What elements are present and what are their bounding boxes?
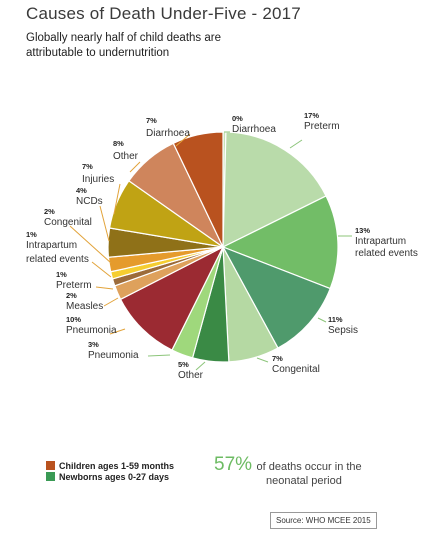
data-label-name-child-pneumonia: Pneumonia xyxy=(66,325,117,336)
neonatal-percentage: 57% xyxy=(214,454,253,475)
pie-slice-newborn-preterm xyxy=(222,131,327,248)
data-label-name-cont-child-intrapartum-related-events: related events xyxy=(26,254,89,265)
data-label-pct-child-intrapartum-related-events: 1% xyxy=(26,230,37,239)
legend: Children ages 1-59 months Newborns ages … xyxy=(46,460,174,482)
data-label-name-child-ncds: NCDs xyxy=(76,196,103,207)
leader-line-child-pneumonia xyxy=(109,328,126,335)
data-label-pct-newborn-intrapartum-related-events: 13% xyxy=(355,226,370,235)
data-label-name-newborn-pneumonia: Pneumonia xyxy=(88,350,139,361)
data-label-pct-newborn-sepsis: 11% xyxy=(328,315,343,324)
neonatal-callout: 57% of deaths occur in the xyxy=(214,454,394,476)
data-label-pct-child-pneumonia: 10% xyxy=(66,315,81,324)
legend-label-newborns: Newborns ages 0-27 days xyxy=(59,471,170,482)
data-label-name-child-intrapartum-related-events: Intrapartum xyxy=(26,240,77,251)
data-label-pct-child-injuries: 7% xyxy=(82,162,93,171)
legend-swatch-children xyxy=(46,461,55,470)
legend-swatch-newborns xyxy=(46,472,55,481)
data-label-name-child-measles: Measles xyxy=(66,301,103,312)
data-label-pct-child-congenital: 2% xyxy=(44,207,55,216)
legend-item-children: Children ages 1-59 months xyxy=(46,460,174,471)
leader-line-child-preterm xyxy=(95,286,114,290)
leader-line-child-diarrhoea xyxy=(175,133,191,147)
chart-subtitle: Globally nearly half of child deaths are… xyxy=(26,32,221,59)
leader-line-child-other xyxy=(129,161,141,173)
data-label-pct-newborn-diarrhoea: 0% xyxy=(232,114,243,123)
data-label-name-newborn-congenital: Congenital xyxy=(272,364,320,375)
data-label-name-newborn-preterm: Preterm xyxy=(304,121,340,132)
leader-line-child-injuries xyxy=(113,183,121,215)
data-label-name-newborn-intrapartum-related-events: Intrapartum xyxy=(355,236,406,247)
data-label-pct-newborn-other: 5% xyxy=(178,360,189,369)
leader-line-newborn-congenital xyxy=(256,357,269,363)
data-label-pct-child-other: 8% xyxy=(113,139,124,148)
leader-line-child-congenital xyxy=(69,225,112,264)
pie-slice-child-pneumonia xyxy=(119,245,225,351)
data-label-pct-newborn-congenital: 7% xyxy=(272,354,283,363)
data-label-pct-child-diarrhoea: 7% xyxy=(146,116,157,125)
data-label-name-child-preterm: Preterm xyxy=(56,280,92,291)
data-label-name-child-injuries: Injuries xyxy=(82,174,114,185)
leader-line-newborn-preterm xyxy=(289,139,303,149)
neonatal-text-line1: of deaths occur in the xyxy=(256,461,362,473)
leader-line-newborn-pneumonia xyxy=(147,354,171,357)
data-label-name-child-diarrhoea: Diarrhoea xyxy=(146,128,190,139)
data-label-name-newborn-sepsis: Sepsis xyxy=(328,325,358,336)
neonatal-text-line2: neonatal period xyxy=(266,475,342,487)
data-label-name-newborn-other: Other xyxy=(178,370,204,381)
data-label-name-child-congenital: Congenital xyxy=(44,217,92,228)
data-label-pct-child-measles: 2% xyxy=(66,291,77,300)
data-label-pct-newborn-pneumonia: 3% xyxy=(88,340,99,349)
pie-slice-child-diarrhoea xyxy=(172,131,224,248)
data-label-name-cont-newborn-intrapartum-related-events: related events xyxy=(355,248,418,259)
legend-item-newborns: Newborns ages 0-27 days xyxy=(46,471,174,482)
leader-line-child-ncds xyxy=(99,205,110,242)
leader-line-newborn-sepsis xyxy=(317,317,327,323)
source-note: Source: WHO MCEE 2015 xyxy=(270,512,377,529)
leader-line-child-measles xyxy=(103,297,119,307)
data-label-pct-newborn-preterm: 17% xyxy=(304,111,319,120)
data-label-name-child-other: Other xyxy=(113,151,139,162)
data-label-pct-child-preterm: 1% xyxy=(56,270,67,279)
pie-slice-newborn-intrapartum-related-events xyxy=(221,195,339,290)
data-label-pct-child-ncds: 4% xyxy=(76,186,87,195)
legend-label-children: Children ages 1-59 months xyxy=(59,460,175,471)
leader-line-child-intrapartum-related-events xyxy=(91,261,112,278)
data-label-name-newborn-diarrhoea: Diarrhoea xyxy=(232,124,276,135)
leader-line-newborn-other xyxy=(195,361,206,371)
pie-slice-newborn-sepsis xyxy=(221,245,331,349)
chart-title: Causes of Death Under-Five - 2017 xyxy=(26,4,301,23)
